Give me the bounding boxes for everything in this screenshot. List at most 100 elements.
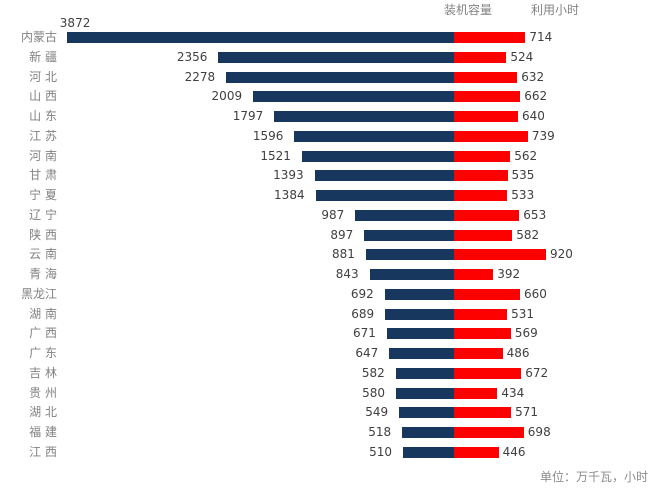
hours-value-label: 714 xyxy=(529,30,553,44)
capacity-bar xyxy=(355,209,454,221)
hours-value-label: 920 xyxy=(550,247,573,262)
category-label: 陕 西 xyxy=(29,227,57,242)
hours-value-label: 739 xyxy=(531,128,555,143)
hours-bar xyxy=(454,427,524,438)
bar-row: 新 疆 2356 524 xyxy=(0,47,657,67)
capacity-bar xyxy=(395,367,454,379)
category-label: 福 建 xyxy=(29,425,57,439)
bar-row: 山 东 1797 640 xyxy=(0,107,657,127)
category-label: 辽 宁 xyxy=(29,207,57,222)
hours-bar xyxy=(454,190,508,201)
capacity-bar xyxy=(386,328,454,340)
capacity-value-label: 2278 xyxy=(184,69,216,84)
hours-bar xyxy=(454,229,513,241)
hours-value-label: 392 xyxy=(497,267,521,281)
capacity-bar xyxy=(301,150,454,162)
hours-bar xyxy=(454,407,512,419)
bar-row: 内蒙古 3872 714 xyxy=(0,16,657,48)
unit-note: 单位：万千瓦，小时 xyxy=(539,470,648,484)
capacity-value-label: 1521 xyxy=(260,148,291,163)
capacity-bar xyxy=(314,170,454,182)
capacity-value-label: 881 xyxy=(331,247,355,262)
legend-capacity-label: 装机容量 xyxy=(443,3,492,17)
category-label: 云 南 xyxy=(29,247,57,262)
bar-row: 黑龙江 692 660 xyxy=(0,284,657,304)
hours-value-label: 486 xyxy=(506,346,530,360)
capacity-value-label: 897 xyxy=(330,227,354,242)
category-label: 青 海 xyxy=(29,267,57,281)
bar-row: 吉 林 582 672 xyxy=(0,363,657,383)
capacity-value-label: 692 xyxy=(350,286,374,301)
capacity-value-label: 843 xyxy=(335,267,359,281)
hours-bar xyxy=(454,446,499,458)
capacity-bar xyxy=(226,71,454,83)
category-label: 广 东 xyxy=(29,346,57,360)
hours-bar xyxy=(454,209,520,221)
bar-row: 宁 夏 1384 533 xyxy=(0,186,657,206)
category-label: 甘 肃 xyxy=(29,168,57,183)
hours-value-label: 446 xyxy=(502,444,526,459)
capacity-value-label: 647 xyxy=(355,346,379,360)
hours-bar xyxy=(454,367,522,379)
category-label: 山 东 xyxy=(29,109,57,123)
hours-value-label: 662 xyxy=(524,89,548,104)
hours-value-label: 531 xyxy=(511,306,534,321)
category-label: 宁 夏 xyxy=(29,188,57,202)
hours-bar xyxy=(454,32,526,43)
hours-bar xyxy=(454,269,494,280)
hours-bar xyxy=(454,71,518,83)
capacity-value-label: 1797 xyxy=(232,109,264,123)
hours-bar xyxy=(454,91,521,103)
bar-row: 河 南 1521 562 xyxy=(0,146,657,166)
capacity-bar xyxy=(402,427,454,438)
bar-row: 江 苏 1596 739 xyxy=(0,126,657,146)
hours-bar xyxy=(454,328,511,340)
hours-bar xyxy=(454,111,518,122)
capacity-value-label: 689 xyxy=(351,306,375,321)
bar-row: 湖 北 549 571 xyxy=(0,403,657,423)
legend-hours-label: 利用小时 xyxy=(530,3,579,17)
hours-value-label: 533 xyxy=(511,188,535,202)
hours-bar xyxy=(454,348,503,359)
capacity-value-label: 580 xyxy=(362,385,385,400)
hours-value-label: 582 xyxy=(516,227,540,242)
capacity-value-label: 1393 xyxy=(273,168,304,183)
capacity-bar xyxy=(218,51,454,63)
category-label: 黑龙江 xyxy=(20,286,57,301)
capacity-bar xyxy=(66,32,454,43)
hours-bar xyxy=(454,249,546,261)
bar-row: 云 南 881 920 xyxy=(0,245,657,265)
bar-row: 山 西 2009 662 xyxy=(0,87,657,107)
capacity-bar xyxy=(274,111,454,122)
hours-value-label: 535 xyxy=(511,168,535,183)
hours-bar xyxy=(454,308,508,320)
category-label: 新 疆 xyxy=(29,49,57,64)
hours-value-label: 562 xyxy=(514,148,538,163)
hours-value-label: 571 xyxy=(515,405,538,420)
hours-value-label: 660 xyxy=(524,286,547,301)
capacity-value-label: 2356 xyxy=(176,49,208,64)
capacity-value-label: 2009 xyxy=(211,89,243,104)
capacity-value-label: 549 xyxy=(365,405,389,420)
bar-row: 辽 宁 987 653 xyxy=(0,205,657,225)
bar-row: 广 西 671 569 xyxy=(0,324,657,344)
capacity-bar xyxy=(315,190,454,201)
hours-bar xyxy=(454,288,520,300)
capacity-value-label: 510 xyxy=(369,444,392,459)
capacity-bar xyxy=(399,407,454,419)
bar-row: 青 海 843 392 xyxy=(0,265,657,285)
capacity-bar xyxy=(369,269,454,280)
capacity-bar xyxy=(365,249,454,261)
bar-row: 贵 州 580 434 xyxy=(0,383,657,403)
bar-row: 江 西 510 446 xyxy=(0,442,657,462)
hours-value-label: 653 xyxy=(523,207,547,222)
category-label: 山 西 xyxy=(29,89,57,104)
bar-row: 湖 南 689 531 xyxy=(0,304,657,324)
category-label: 吉 林 xyxy=(29,365,57,380)
capacity-bar xyxy=(396,387,454,399)
category-label: 江 西 xyxy=(29,444,57,459)
bar-row: 陕 西 897 582 xyxy=(0,225,657,245)
bar-row: 甘 肃 1393 535 xyxy=(0,166,657,186)
hours-bar xyxy=(454,51,507,63)
